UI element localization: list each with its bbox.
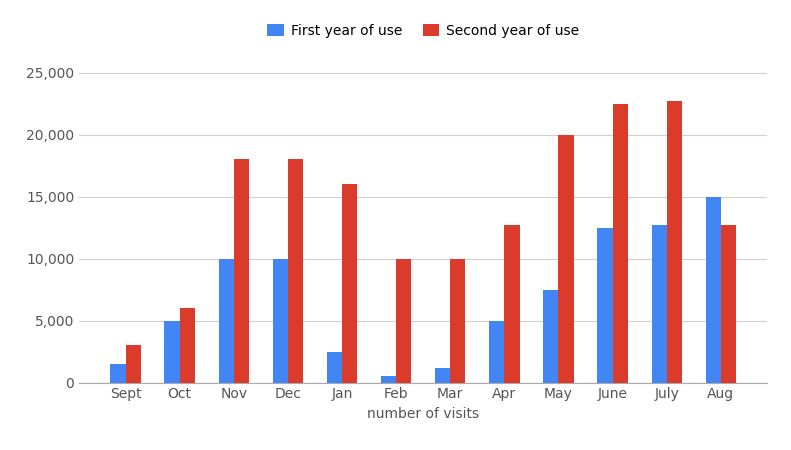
X-axis label: number of visits: number of visits [367,407,479,421]
Bar [721,225,736,382]
Bar [288,159,303,382]
Bar [180,308,195,382]
Bar [165,320,180,382]
Bar [558,135,573,382]
Bar [612,104,628,382]
Bar [381,376,396,382]
Bar [706,197,721,382]
Bar [543,289,558,382]
Bar [667,101,682,382]
Legend: First year of use, Second year of use: First year of use, Second year of use [261,18,585,43]
Bar [396,259,411,382]
Bar [273,259,288,382]
Bar [234,159,249,382]
Bar [435,368,450,382]
Bar [111,364,126,382]
Bar [597,228,612,382]
Bar [342,184,358,382]
Bar [505,225,520,382]
Bar [489,320,505,382]
Bar [327,351,342,382]
Bar [450,259,465,382]
Bar [126,345,141,382]
Bar [652,225,667,382]
Bar [218,259,234,382]
